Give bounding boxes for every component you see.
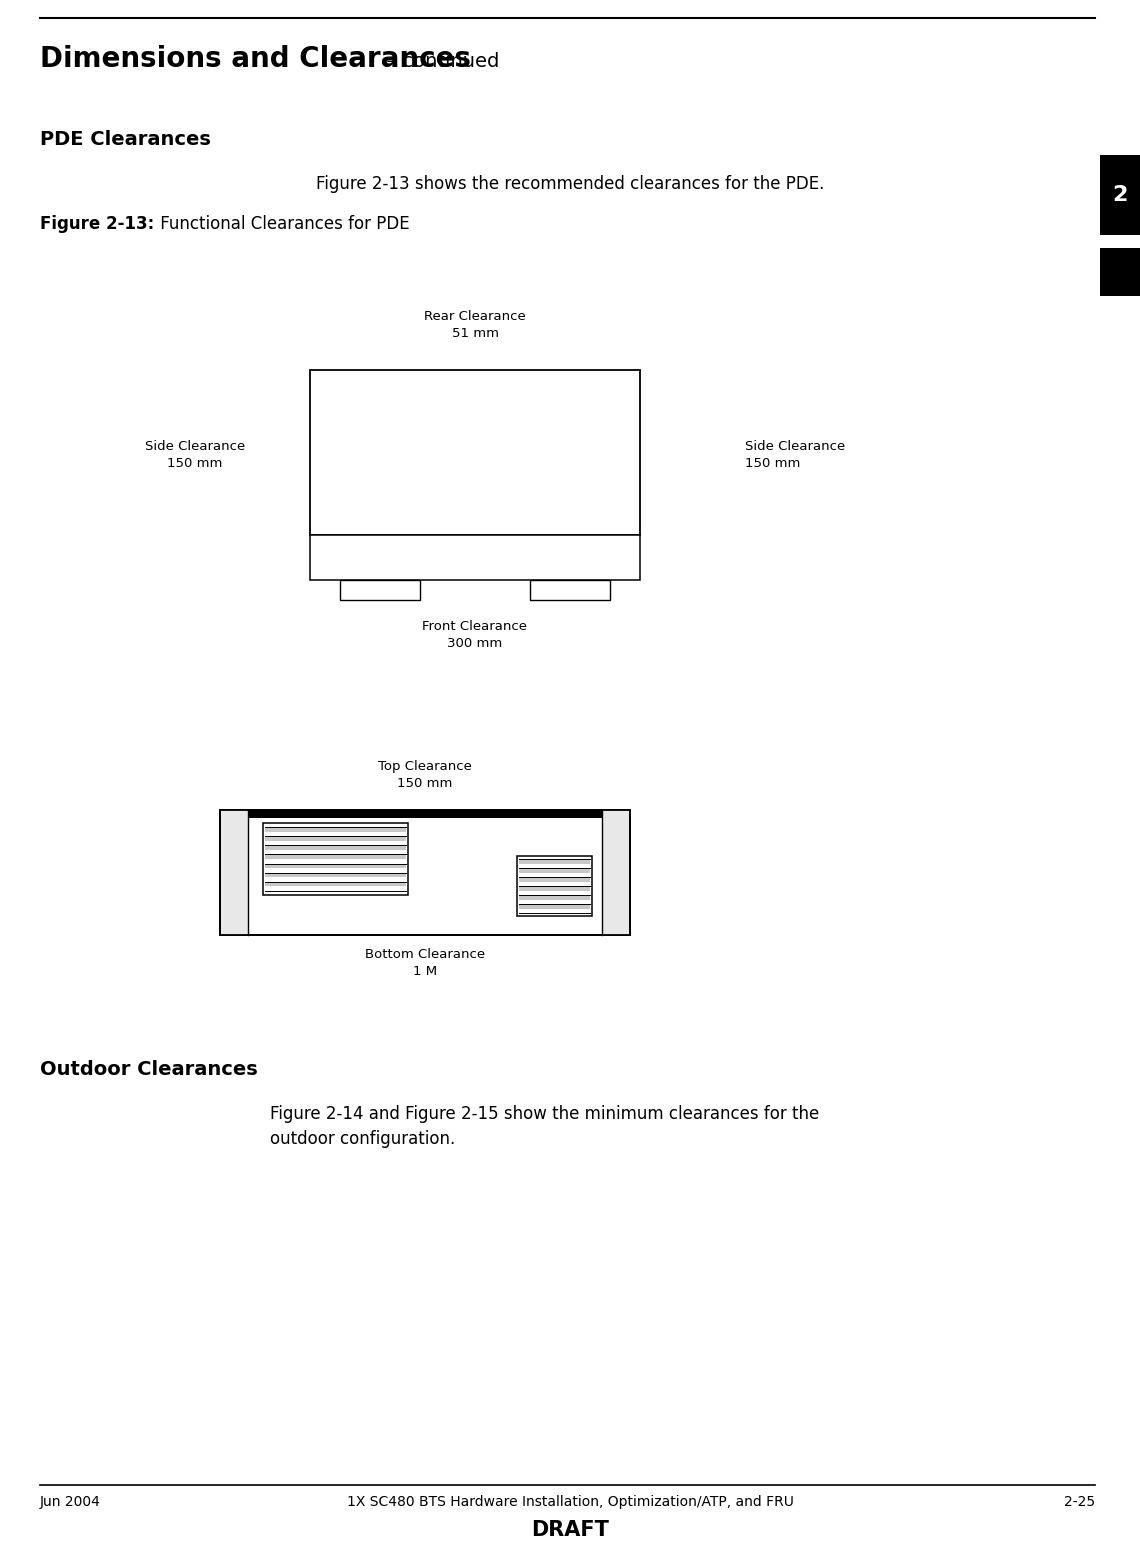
Text: 2-25: 2-25 <box>1064 1494 1096 1509</box>
Bar <box>263 824 408 895</box>
Bar <box>245 810 605 817</box>
Text: Dimensions and Clearances: Dimensions and Clearances <box>40 45 471 73</box>
Bar <box>264 881 406 886</box>
Bar <box>220 810 630 934</box>
Bar <box>519 886 591 891</box>
Text: DRAFT: DRAFT <box>531 1519 609 1540</box>
Bar <box>340 580 420 601</box>
Text: Bottom Clearance
1 M: Bottom Clearance 1 M <box>365 948 484 978</box>
Text: – continued: – continued <box>380 51 499 72</box>
Text: PDE Clearances: PDE Clearances <box>40 129 211 150</box>
Text: Figure 2-13 shows the recommended clearances for the PDE.: Figure 2-13 shows the recommended cleara… <box>316 175 824 193</box>
Bar <box>264 864 406 869</box>
Bar <box>310 370 640 535</box>
Bar <box>264 846 406 850</box>
Bar <box>1100 154 1140 236</box>
Bar <box>264 855 406 860</box>
Bar <box>519 867 591 872</box>
Bar <box>220 810 249 934</box>
Bar <box>1100 248 1140 296</box>
Text: Rear Clearance
51 mm: Rear Clearance 51 mm <box>424 310 526 340</box>
Text: Functional Clearances for PDE: Functional Clearances for PDE <box>155 215 409 232</box>
Bar <box>264 836 406 841</box>
Bar <box>519 903 591 908</box>
Text: 2: 2 <box>1113 186 1127 204</box>
Text: Front Clearance
300 mm: Front Clearance 300 mm <box>423 619 528 651</box>
Text: Jun 2004: Jun 2004 <box>40 1494 100 1509</box>
Bar <box>602 810 630 934</box>
Bar <box>264 827 406 831</box>
Bar <box>220 810 630 934</box>
Text: Side Clearance
150 mm: Side Clearance 150 mm <box>145 440 245 470</box>
Text: Top Clearance
150 mm: Top Clearance 150 mm <box>378 760 472 789</box>
Bar <box>519 877 591 881</box>
Bar <box>310 535 640 580</box>
Text: 1X SC480 BTS Hardware Installation, Optimization/ATP, and FRU: 1X SC480 BTS Hardware Installation, Opti… <box>347 1494 793 1509</box>
Bar <box>530 580 610 601</box>
Text: Figure 2-14 and Figure 2-15 show the minimum clearances for the
outdoor configur: Figure 2-14 and Figure 2-15 show the min… <box>270 1104 820 1148</box>
Bar <box>264 872 406 877</box>
Bar <box>518 856 592 916</box>
Bar <box>519 860 591 864</box>
Text: Side Clearance
150 mm: Side Clearance 150 mm <box>746 440 845 470</box>
Text: Outdoor Clearances: Outdoor Clearances <box>40 1059 258 1080</box>
Text: Figure 2-13:: Figure 2-13: <box>40 215 154 232</box>
Bar <box>519 895 591 900</box>
